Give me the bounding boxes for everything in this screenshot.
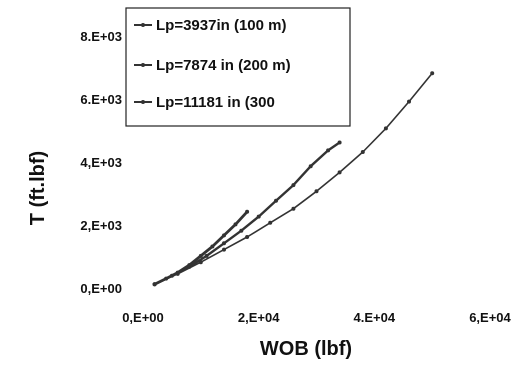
y-axis-title: T (ft.lbf) [27, 151, 49, 225]
series-1-point [233, 222, 238, 227]
series-3-point [152, 282, 157, 287]
series-2-point [222, 241, 226, 246]
x-tick-label: 4.E+04 [354, 310, 396, 325]
y-tick-label: 2,E+03 [80, 218, 122, 233]
series-1-point [222, 233, 226, 238]
series-2-point [291, 183, 296, 188]
series-2-point [308, 164, 313, 169]
series-2-point [326, 148, 331, 153]
x-tick-label: 6,E+04 [469, 310, 511, 325]
series-3-point [430, 71, 435, 76]
legend-marker-3 [141, 100, 145, 104]
legend-marker-2 [141, 63, 145, 67]
series-3-point [407, 99, 411, 104]
x-tick-label: 0,E+00 [122, 310, 164, 325]
series-3-point [337, 170, 342, 175]
y-tick-label: 4,E+03 [80, 155, 122, 170]
legend-label-1: Lp=3937in (100 m) [156, 17, 286, 34]
x-axis-title: WOB (lbf) [260, 338, 352, 360]
series-3-point [360, 150, 365, 154]
series-3-point [383, 126, 388, 131]
series-3-point [291, 206, 296, 211]
y-tick-label: 6.E+03 [80, 92, 122, 107]
tick-labels: 0,E+00 2,E+04 4.E+04 6,E+04 0,E+00 2,E+03 4,E+… [80, 29, 511, 325]
y-tick-label: 0,E+00 [80, 281, 122, 296]
legend: Lp=3937in (100 m) Lp=7874 in (200 m) Lp=11… [125, 7, 351, 127]
series-3-point [245, 235, 250, 239]
series-line-2 [153, 141, 341, 286]
legend-label-2: Lp=7874 in (200 m) [156, 57, 291, 74]
series-2-point [239, 228, 244, 233]
series-3-point [268, 220, 273, 225]
series-1-point [210, 244, 215, 249]
legend-label-3: Lp=11181 in (300 [156, 94, 275, 111]
series-2-point [256, 214, 261, 219]
series-lines [152, 71, 435, 287]
series-1-point [245, 209, 250, 214]
y-tick-label: 8.E+03 [80, 29, 122, 44]
series-3-point [198, 260, 203, 265]
series-3-point [175, 271, 180, 276]
series-3-point [314, 189, 319, 194]
legend-marker-1 [141, 23, 145, 27]
legend-box [125, 7, 351, 127]
series-2-point [204, 253, 209, 258]
x-tick-label: 2,E+04 [238, 310, 280, 325]
series-3-point [222, 247, 226, 252]
series-1-point [198, 253, 203, 258]
series-2-point [274, 198, 278, 203]
series-2-point [337, 140, 342, 145]
